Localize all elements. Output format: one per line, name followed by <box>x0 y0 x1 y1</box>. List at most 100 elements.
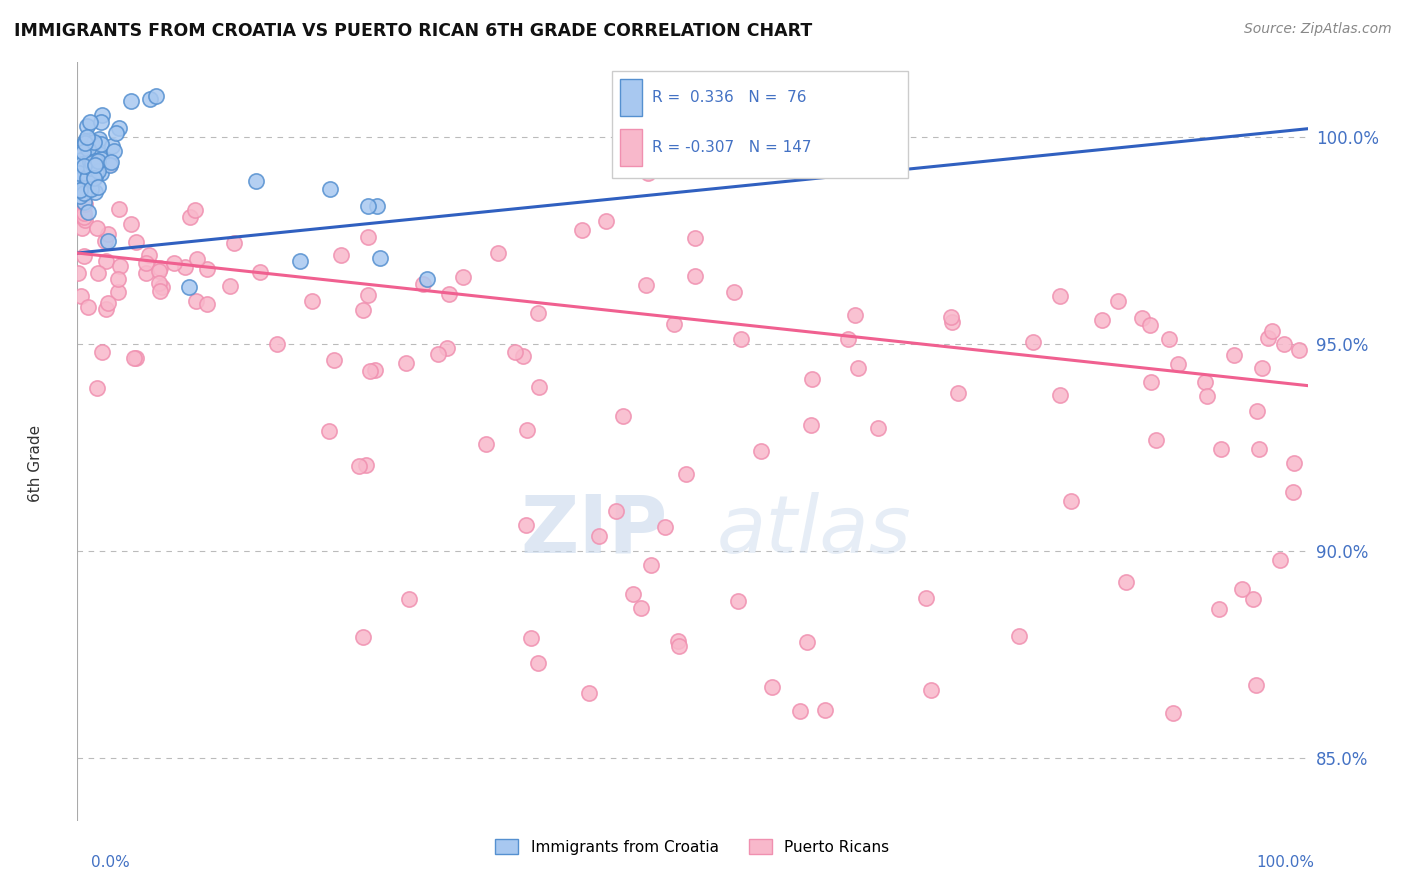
Point <box>451 269 474 284</box>
Point <box>683 231 706 245</box>
Point <box>644 138 666 153</box>
Point <box>605 504 627 518</box>
Point <box>1060 494 1083 508</box>
Point <box>1211 442 1233 456</box>
Point <box>1261 324 1284 338</box>
Point <box>1161 706 1184 721</box>
Point <box>69 183 91 197</box>
Point <box>97 227 120 242</box>
Point <box>174 260 197 274</box>
Point <box>120 217 142 231</box>
Point <box>73 249 96 263</box>
Point <box>1230 582 1253 596</box>
Point <box>1139 318 1161 332</box>
Point <box>79 133 101 147</box>
Point <box>503 344 526 359</box>
Point <box>398 591 420 606</box>
Point <box>67 166 90 180</box>
Point <box>359 364 381 378</box>
Point <box>72 145 94 160</box>
Point <box>149 260 172 275</box>
Point <box>84 186 107 200</box>
Point <box>70 289 93 303</box>
Point <box>640 558 662 573</box>
Point <box>1257 331 1279 345</box>
Point <box>177 279 200 293</box>
Point <box>789 704 811 718</box>
Point <box>107 285 129 299</box>
Point <box>149 284 172 298</box>
Point <box>1049 288 1071 302</box>
Point <box>87 164 110 178</box>
Point <box>352 630 374 644</box>
Point <box>82 169 104 183</box>
Point <box>620 121 643 136</box>
Point <box>76 119 98 133</box>
Point <box>683 269 706 284</box>
Point <box>1130 310 1153 325</box>
Point <box>79 155 101 169</box>
Point <box>218 278 240 293</box>
Point <box>73 181 96 195</box>
Point <box>363 363 385 377</box>
Point <box>527 379 550 393</box>
Point <box>654 520 676 534</box>
Point <box>1268 552 1291 566</box>
Point <box>76 176 98 190</box>
Point <box>1140 375 1163 389</box>
Point <box>801 372 824 386</box>
Point <box>87 179 110 194</box>
Point <box>527 657 550 671</box>
Point <box>70 220 93 235</box>
Point <box>76 142 98 156</box>
Text: Source: ZipAtlas.com: Source: ZipAtlas.com <box>1244 22 1392 37</box>
Point <box>76 169 98 183</box>
Point <box>80 136 103 151</box>
Point <box>87 132 110 146</box>
Point <box>163 256 186 270</box>
Point <box>920 683 942 698</box>
Point <box>412 277 434 291</box>
Point <box>184 294 207 309</box>
Point <box>939 310 962 324</box>
Point <box>1197 389 1219 403</box>
Point <box>86 220 108 235</box>
Point <box>110 259 132 273</box>
Point <box>101 139 124 153</box>
Point <box>107 271 129 285</box>
Point <box>1223 348 1246 362</box>
Point <box>416 271 439 285</box>
Point <box>69 189 91 203</box>
Point <box>436 341 458 355</box>
Point <box>571 223 593 237</box>
Point <box>83 170 105 185</box>
Point <box>93 235 115 249</box>
Point <box>86 266 108 280</box>
Point <box>437 287 460 301</box>
Point <box>347 459 370 474</box>
Point <box>266 337 288 351</box>
Point <box>914 591 936 605</box>
Point <box>941 315 963 329</box>
Point <box>357 230 380 244</box>
Point <box>1244 678 1267 692</box>
Point <box>486 246 509 260</box>
Text: ZIP: ZIP <box>520 491 668 570</box>
Point <box>322 353 344 368</box>
Point <box>76 158 98 172</box>
Point <box>90 136 112 151</box>
Point <box>723 285 745 299</box>
Point <box>1282 484 1305 499</box>
Point <box>516 423 538 437</box>
Point <box>108 202 131 217</box>
Point <box>124 351 146 365</box>
Point <box>1091 312 1114 326</box>
Point <box>84 158 107 172</box>
Point <box>245 174 267 188</box>
Point <box>97 234 120 248</box>
Text: R = -0.307   N = 147: R = -0.307 N = 147 <box>652 140 811 155</box>
Point <box>75 180 97 194</box>
Point <box>675 467 697 482</box>
Point <box>98 158 121 172</box>
Point <box>80 156 103 170</box>
